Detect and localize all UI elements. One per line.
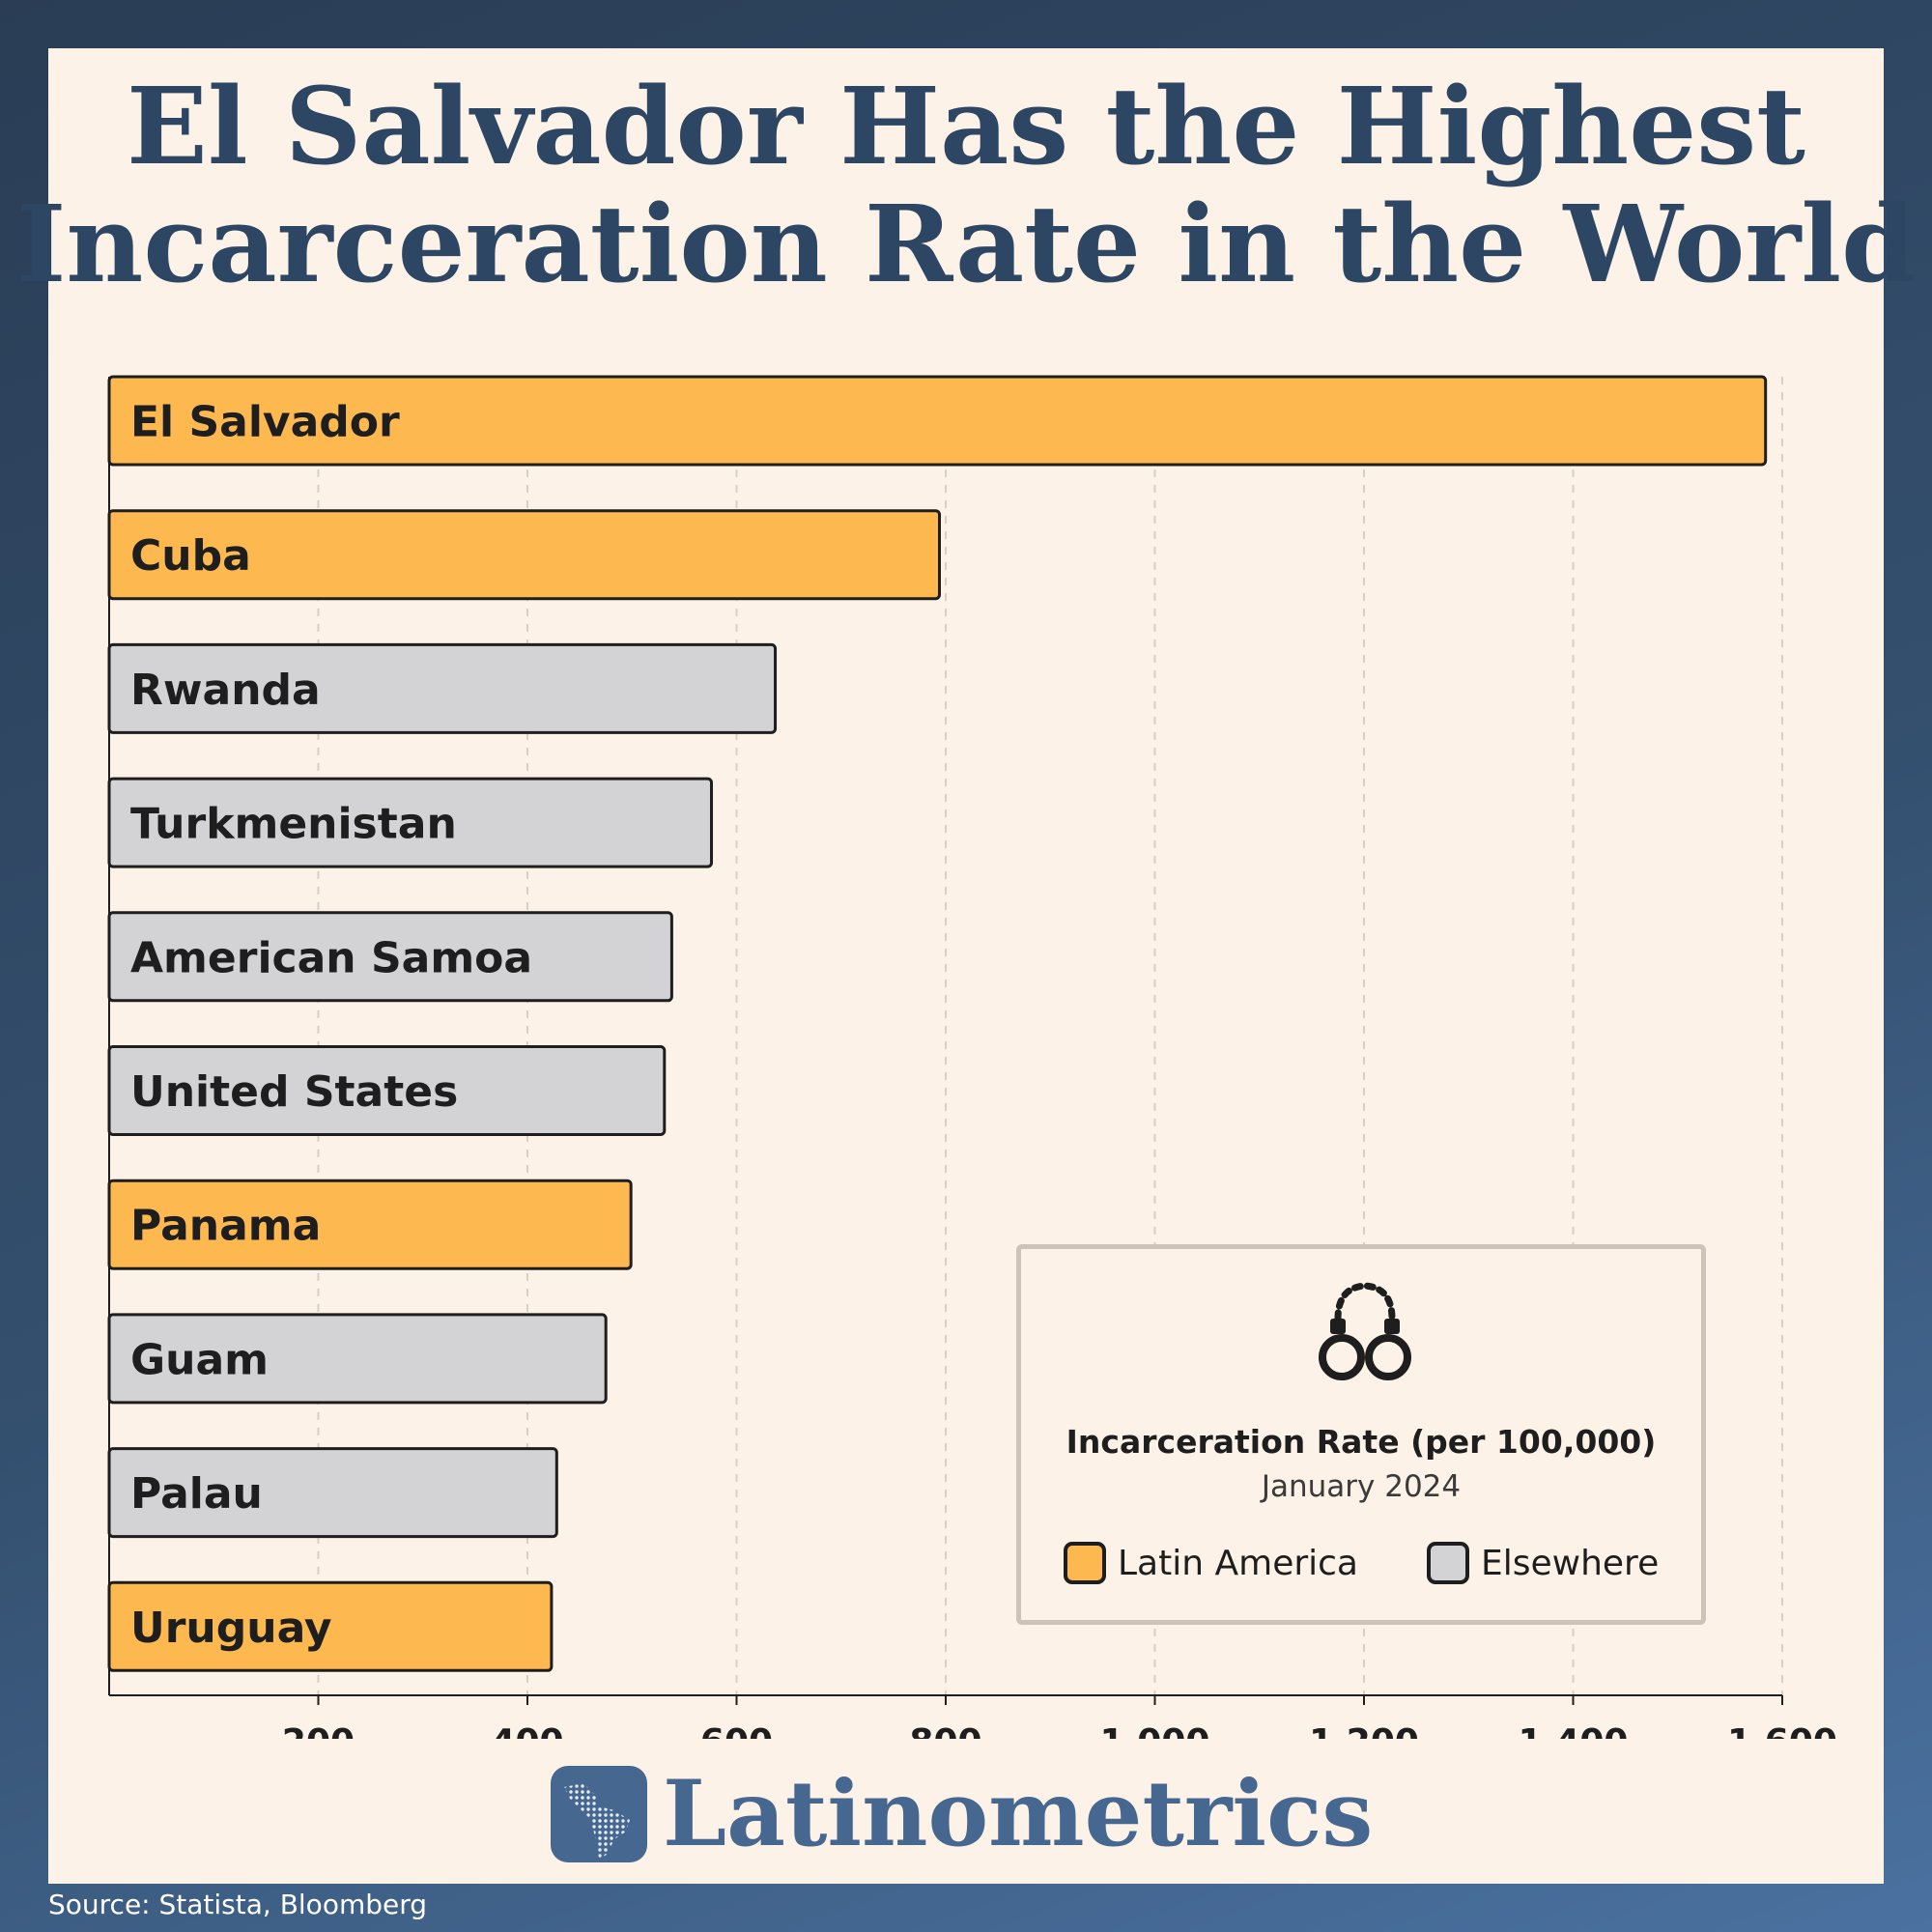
- bar-chart: El Salvador Cuba Rwanda Turkmenistan America…: [107, 375, 1837, 1739]
- legend-title: Incarceration Rate (per 100,000): [1065, 1423, 1657, 1461]
- x-tick-label: 1.000: [1100, 1722, 1210, 1739]
- x-tick-label: 1.400: [1519, 1722, 1629, 1739]
- legend-item-latin-america: Latin America: [1064, 1539, 1358, 1587]
- bar-label: Palau: [130, 1469, 263, 1519]
- legend-swatch-elsewhere: [1427, 1542, 1469, 1584]
- legend-item-elsewhere: Elsewhere: [1427, 1539, 1659, 1587]
- handcuffs-icon: [1319, 1282, 1411, 1380]
- x-tick-label: 600: [700, 1722, 773, 1739]
- chart-title-line1: El Salvador Has the Highest: [127, 64, 1805, 188]
- bar-label: United States: [130, 1067, 458, 1117]
- bar-label: Rwanda: [130, 666, 321, 715]
- source-note: Source: Statista, Bloomberg: [48, 1889, 428, 1920]
- latin-america-map-icon: [551, 1766, 647, 1862]
- x-tick-label: 1.200: [1309, 1722, 1419, 1739]
- axes: 200 400 600 800 1.000 1.200 1.400 1.600: [108, 377, 1837, 1739]
- brand-name: Latinometrics: [663, 1761, 1374, 1867]
- bar-label: El Salvador: [130, 398, 400, 447]
- bar-label: Panama: [130, 1202, 321, 1251]
- bar-label: Turkmenistan: [130, 800, 457, 849]
- legend-swatch-latin-america: [1064, 1542, 1106, 1584]
- bar-label: Cuba: [130, 531, 251, 581]
- brand-logo: Latinometrics: [551, 1761, 1374, 1867]
- x-tick-label: 200: [282, 1722, 355, 1739]
- bar-label: Uruguay: [130, 1604, 332, 1653]
- x-tick-label: 1.600: [1727, 1722, 1837, 1739]
- chart-title: El Salvador Has the Highest Incarceratio…: [0, 68, 1932, 303]
- legend-subtitle: January 2024: [1261, 1469, 1462, 1504]
- legend-box: Incarceration Rate (per 100,000) January…: [1016, 1244, 1706, 1625]
- bar-label: American Samoa: [130, 933, 532, 982]
- legend-label-elsewhere: Elsewhere: [1481, 1543, 1660, 1583]
- bar-label: Guam: [130, 1335, 269, 1384]
- legend-label-latin-america: Latin America: [1118, 1543, 1358, 1583]
- x-tick-label: 400: [491, 1722, 563, 1739]
- chart-title-line2: Incarceration Rate in the World: [15, 182, 1917, 306]
- x-tick-label: 800: [909, 1722, 981, 1739]
- bars: El Salvador Cuba Rwanda Turkmenistan America…: [107, 375, 1768, 1672]
